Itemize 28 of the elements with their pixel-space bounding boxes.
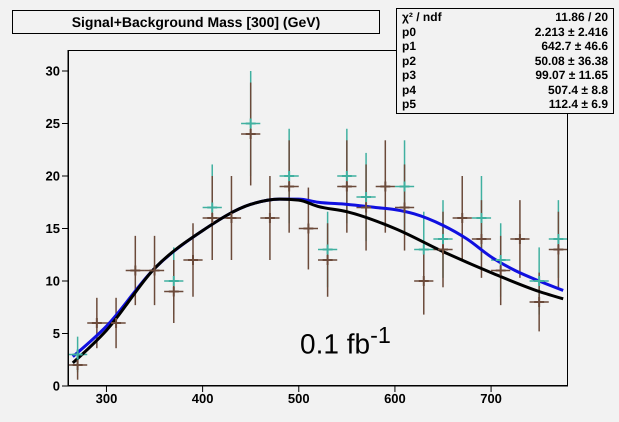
y-tick-label: 15: [46, 221, 60, 236]
y-tick-label: 20: [46, 168, 60, 184]
annotation: 507.4 ± 8.8: [548, 82, 608, 97]
text: 11.86 / 20: [555, 10, 608, 24]
text: 2.213 ± 2.416: [534, 24, 608, 39]
chart-title: Signal+Background Mass [300] (GeV): [12, 10, 380, 34]
annotation: p2: [402, 54, 416, 68]
annotation: 0.1 fb$^{-1}$: [300, 322, 391, 360]
y-tick-label: 5: [52, 326, 60, 342]
x-tick-label: 400: [192, 391, 214, 406]
y-tick-label: 25: [46, 116, 60, 132]
annotation: 642.7 ± 46.6: [541, 39, 608, 54]
annotation: 50.08 ± 36.38: [534, 54, 608, 68]
annotation: 99.07 ± 11.65: [535, 68, 608, 82]
annotation: p5: [402, 97, 416, 112]
x-tick-label: 700: [480, 391, 502, 406]
text: p0: [402, 24, 416, 39]
annotation: p1: [402, 39, 416, 54]
annotation: p4: [402, 82, 416, 97]
x-tick-label: 300: [96, 391, 118, 406]
y-tick-label: 30: [46, 64, 60, 79]
annotation: 112.4 ± 6.9: [548, 97, 608, 112]
x-tick-label: 500: [288, 391, 310, 406]
y-tick-label: 0: [52, 378, 60, 394]
y-tick-label: 10: [46, 274, 60, 289]
annotation: p3: [402, 68, 416, 82]
x-tick-label: 600: [384, 391, 406, 406]
text: χ² / ndf: [402, 10, 442, 24]
